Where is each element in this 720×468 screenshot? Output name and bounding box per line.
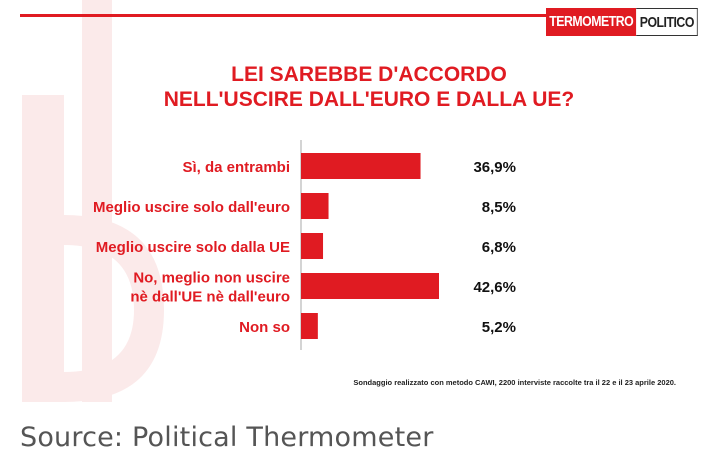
category-label: nè dall'UE nè dall'euro: [130, 289, 290, 306]
chart-title-line: NELL'USCIRE DALL'EURO E DALLA UE?: [163, 88, 575, 111]
logo-part-politico: POLITICO: [636, 8, 699, 36]
value-label: 5,2%: [482, 319, 516, 336]
watermark-curve: [64, 215, 164, 402]
value-label: 8,5%: [482, 199, 516, 216]
category-label: Non so: [239, 319, 290, 336]
bar: [301, 193, 329, 219]
background-logo-watermark: [22, 0, 164, 402]
category-label: Meglio uscire solo dalla UE: [96, 239, 290, 256]
brand-logo: TERMOMETRO POLITICO: [546, 8, 699, 36]
survey-footnote: Sondaggio realizzato con metodo CAWI, 22…: [353, 378, 676, 387]
value-label: 36,9%: [473, 159, 516, 176]
chart-title: LEI SAREBBE D'ACCORDO NELL'USCIRE DALL'E…: [74, 62, 664, 112]
category-label: No, meglio non uscire: [133, 270, 290, 287]
logo-part-termometro: TERMOMETRO: [546, 8, 637, 36]
bar-chart: Sì, da entrambi 36,9% Meglio uscire solo d…: [93, 140, 516, 350]
header-rule: [20, 14, 550, 17]
bar: [301, 273, 439, 299]
category-label: Sì, da entrambi: [182, 159, 290, 176]
bar: [301, 233, 324, 259]
bar: [301, 153, 421, 179]
category-label: Meglio uscire solo dall'euro: [93, 199, 290, 216]
chart-card: TERMOMETRO POLITICO LEI SAREBBE D'ACCORD…: [14, 0, 706, 402]
bar: [301, 313, 318, 339]
value-label: 42,6%: [473, 279, 516, 296]
watermark-stroke: [22, 95, 64, 402]
value-label: 6,8%: [482, 239, 516, 256]
chart-title-line: LEI SAREBBE D'ACCORDO: [231, 63, 507, 86]
watermark-stroke: [82, 0, 112, 402]
source-caption: Source: Political Thermometer: [20, 422, 434, 453]
